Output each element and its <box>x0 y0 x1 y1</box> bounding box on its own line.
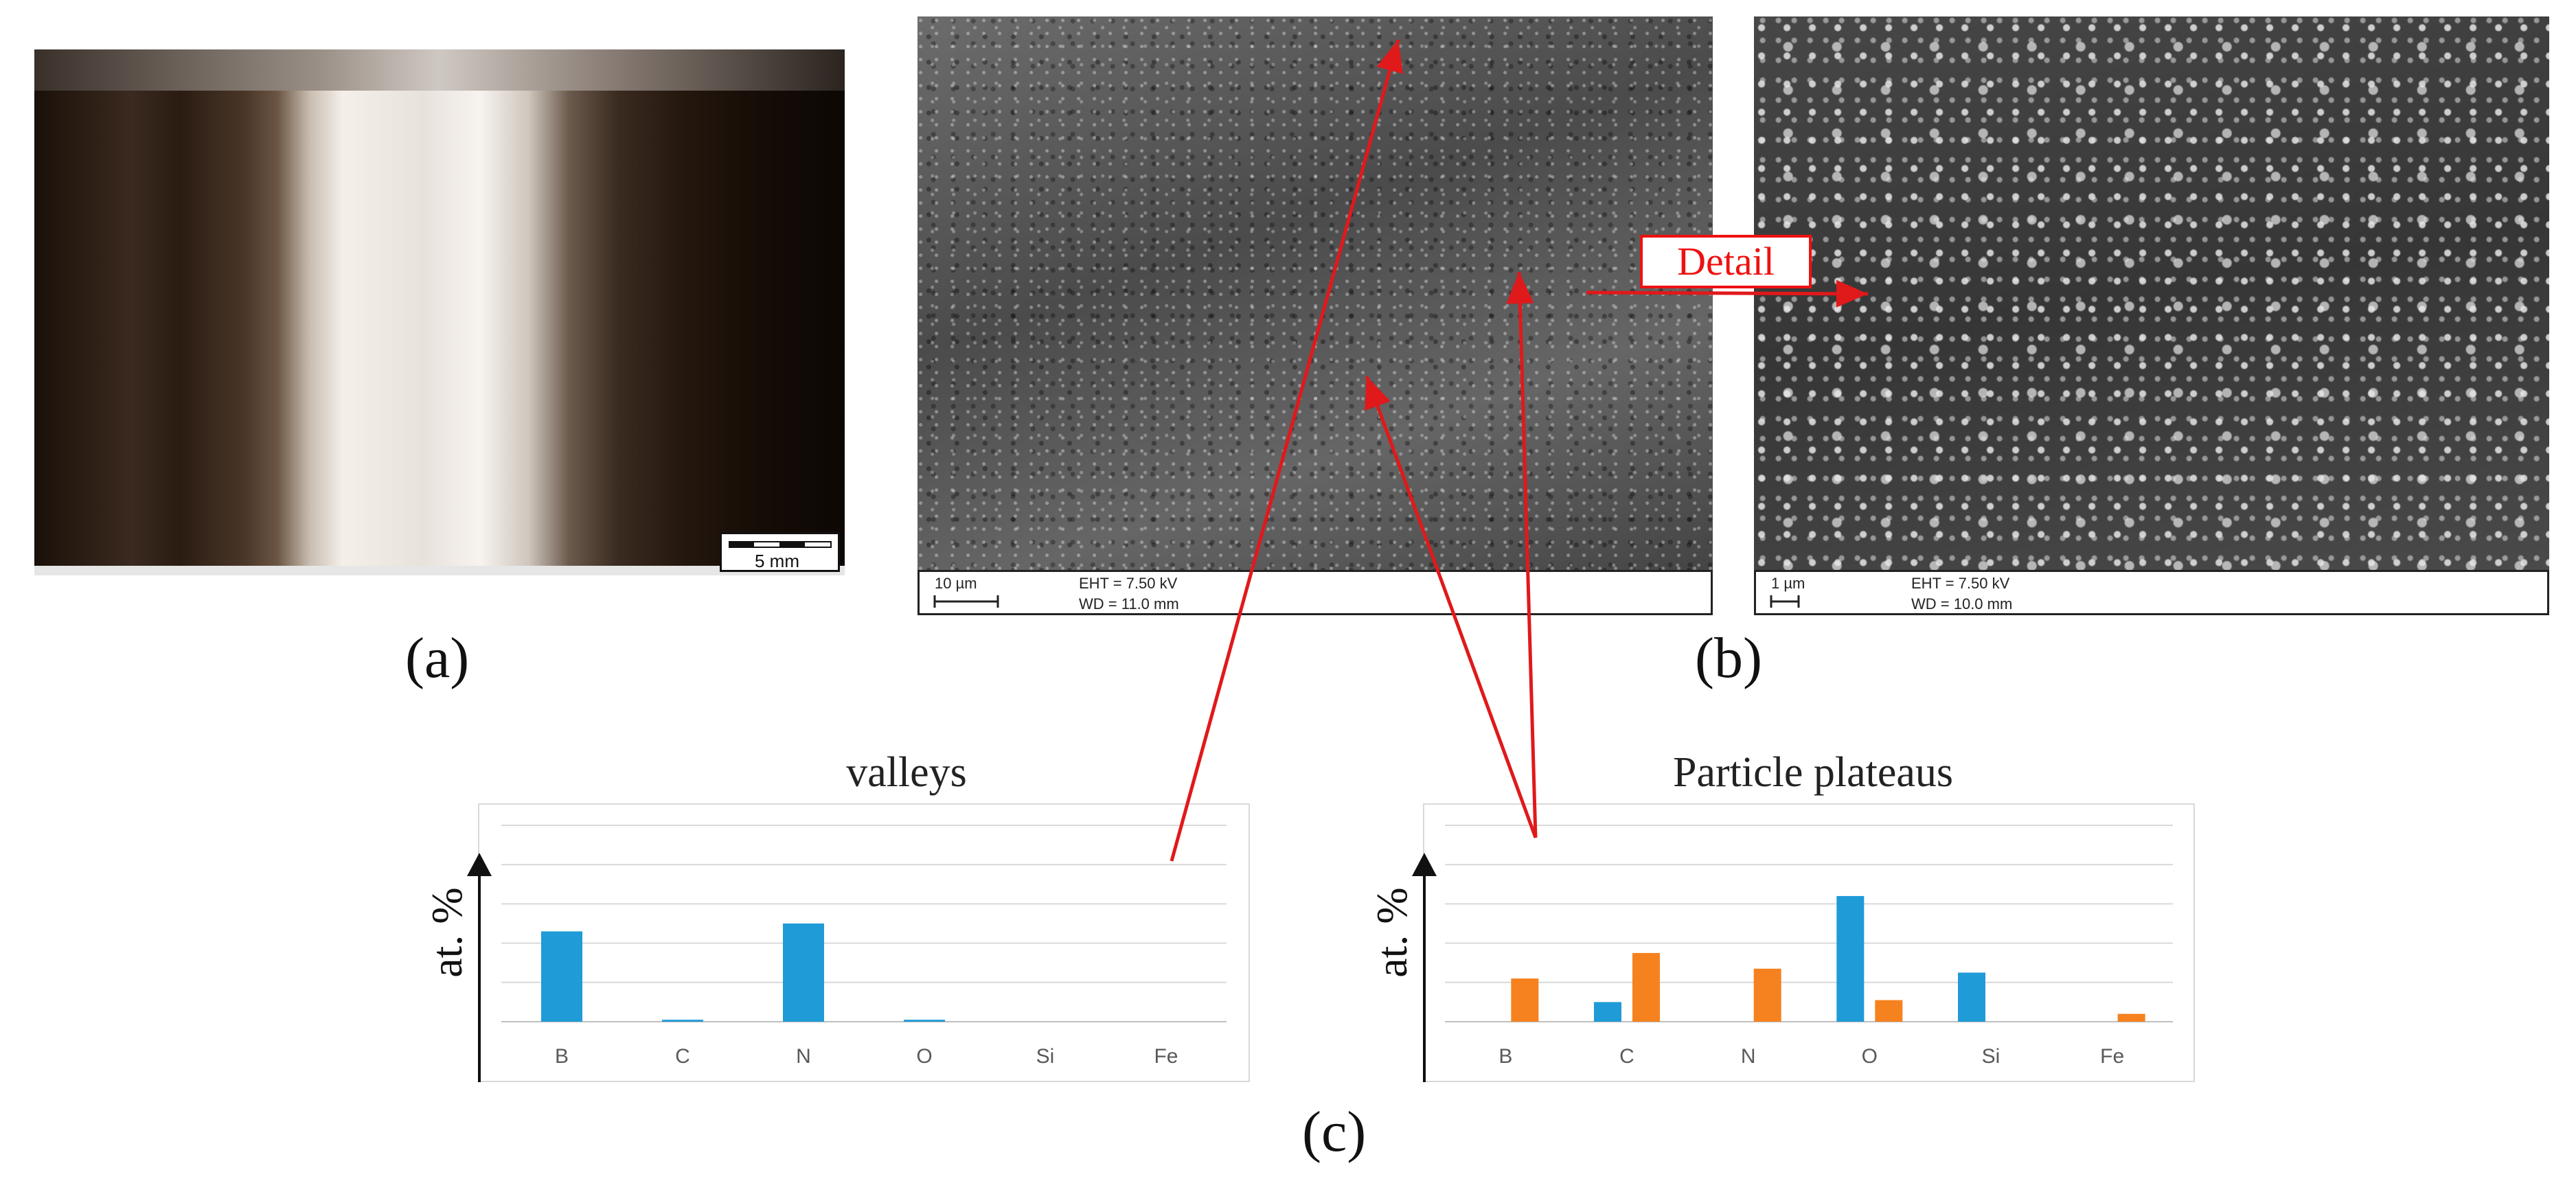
bar <box>2117 1013 2145 1022</box>
x-tick-label: Si <box>1036 1045 1055 1068</box>
bar <box>1594 1002 1621 1022</box>
bar <box>1875 1000 1903 1022</box>
chart-title-particle-plateaus: Particle plateaus <box>1673 749 1953 796</box>
x-tick-label: O <box>916 1045 932 1068</box>
bar <box>904 1020 945 1022</box>
panel-label-b: (b) <box>1695 626 1762 690</box>
photo-bottom-band <box>34 566 845 575</box>
sem-eht: EHT = 7.50 kV <box>1079 575 1178 592</box>
sem-wd: WD = 10.0 mm <box>1911 595 2013 612</box>
arrow-detail-line <box>1586 290 1869 296</box>
photo-top-band <box>34 49 845 91</box>
arrow-plateau-right-head <box>1506 272 1534 304</box>
x-tick-label: N <box>1741 1045 1756 1068</box>
scale-bar-5mm: 5 mm <box>720 532 840 572</box>
arrow-valleys-line <box>1170 39 1400 862</box>
arrow-plateau-left-head <box>1365 376 1391 411</box>
sem-image-overview <box>917 16 1713 571</box>
scale-bar-graphic <box>729 541 832 548</box>
optical-photo: 5 mm <box>34 49 845 575</box>
x-tick-label: O <box>1862 1045 1878 1068</box>
panel-label-c: (c) <box>1302 1100 1367 1164</box>
sem-footer-detail: 1 µm EHT = 7.50 kV WD = 10.0 mm <box>1754 570 2549 615</box>
x-tick-label: C <box>675 1045 690 1068</box>
bar <box>662 1020 703 1022</box>
detail-callout: Detail <box>1640 235 1812 288</box>
arrow-plateau-right-line <box>1517 271 1538 838</box>
arrow-plateau-left-line <box>1365 376 1538 838</box>
chart-title-valleys: valleys <box>846 749 967 796</box>
sem-eht: EHT = 7.50 kV <box>1911 575 2010 592</box>
bar <box>783 924 824 1022</box>
x-tick-label: N <box>796 1045 811 1068</box>
arrow-valleys-head <box>1376 40 1404 74</box>
sem-image-detail <box>1754 16 2549 571</box>
sem-scale-bar <box>1770 595 1800 608</box>
x-tick-label: C <box>1619 1045 1634 1068</box>
sem-wd: WD = 11.0 mm <box>1079 595 1179 612</box>
arrow-detail-head <box>1836 279 1868 308</box>
x-tick-label: Fe <box>2100 1045 2124 1068</box>
y-axis-arrowhead <box>1412 853 1437 876</box>
sem-scale-label: 1 µm <box>1771 575 1805 592</box>
bar <box>1511 978 1539 1022</box>
x-tick-label: B <box>555 1045 569 1068</box>
x-tick-label: Fe <box>1154 1045 1178 1068</box>
bar <box>1836 895 1865 1022</box>
panel-label-a: (a) <box>405 626 470 690</box>
bar <box>541 931 582 1022</box>
x-tick-label: B <box>1498 1045 1512 1068</box>
sem-scale-label: 10 µm <box>935 575 977 592</box>
bar <box>1632 952 1660 1022</box>
bar <box>1958 972 1985 1022</box>
bar <box>1753 968 1781 1022</box>
sem-scale-bar <box>933 595 999 608</box>
y-axis-arrowhead <box>467 853 492 876</box>
scale-bar-label: 5 mm <box>755 551 799 571</box>
sem-footer-overview: 10 µm EHT = 7.50 kV WD = 11.0 mm <box>917 570 1713 615</box>
x-tick-label: Si <box>1982 1045 2001 1068</box>
